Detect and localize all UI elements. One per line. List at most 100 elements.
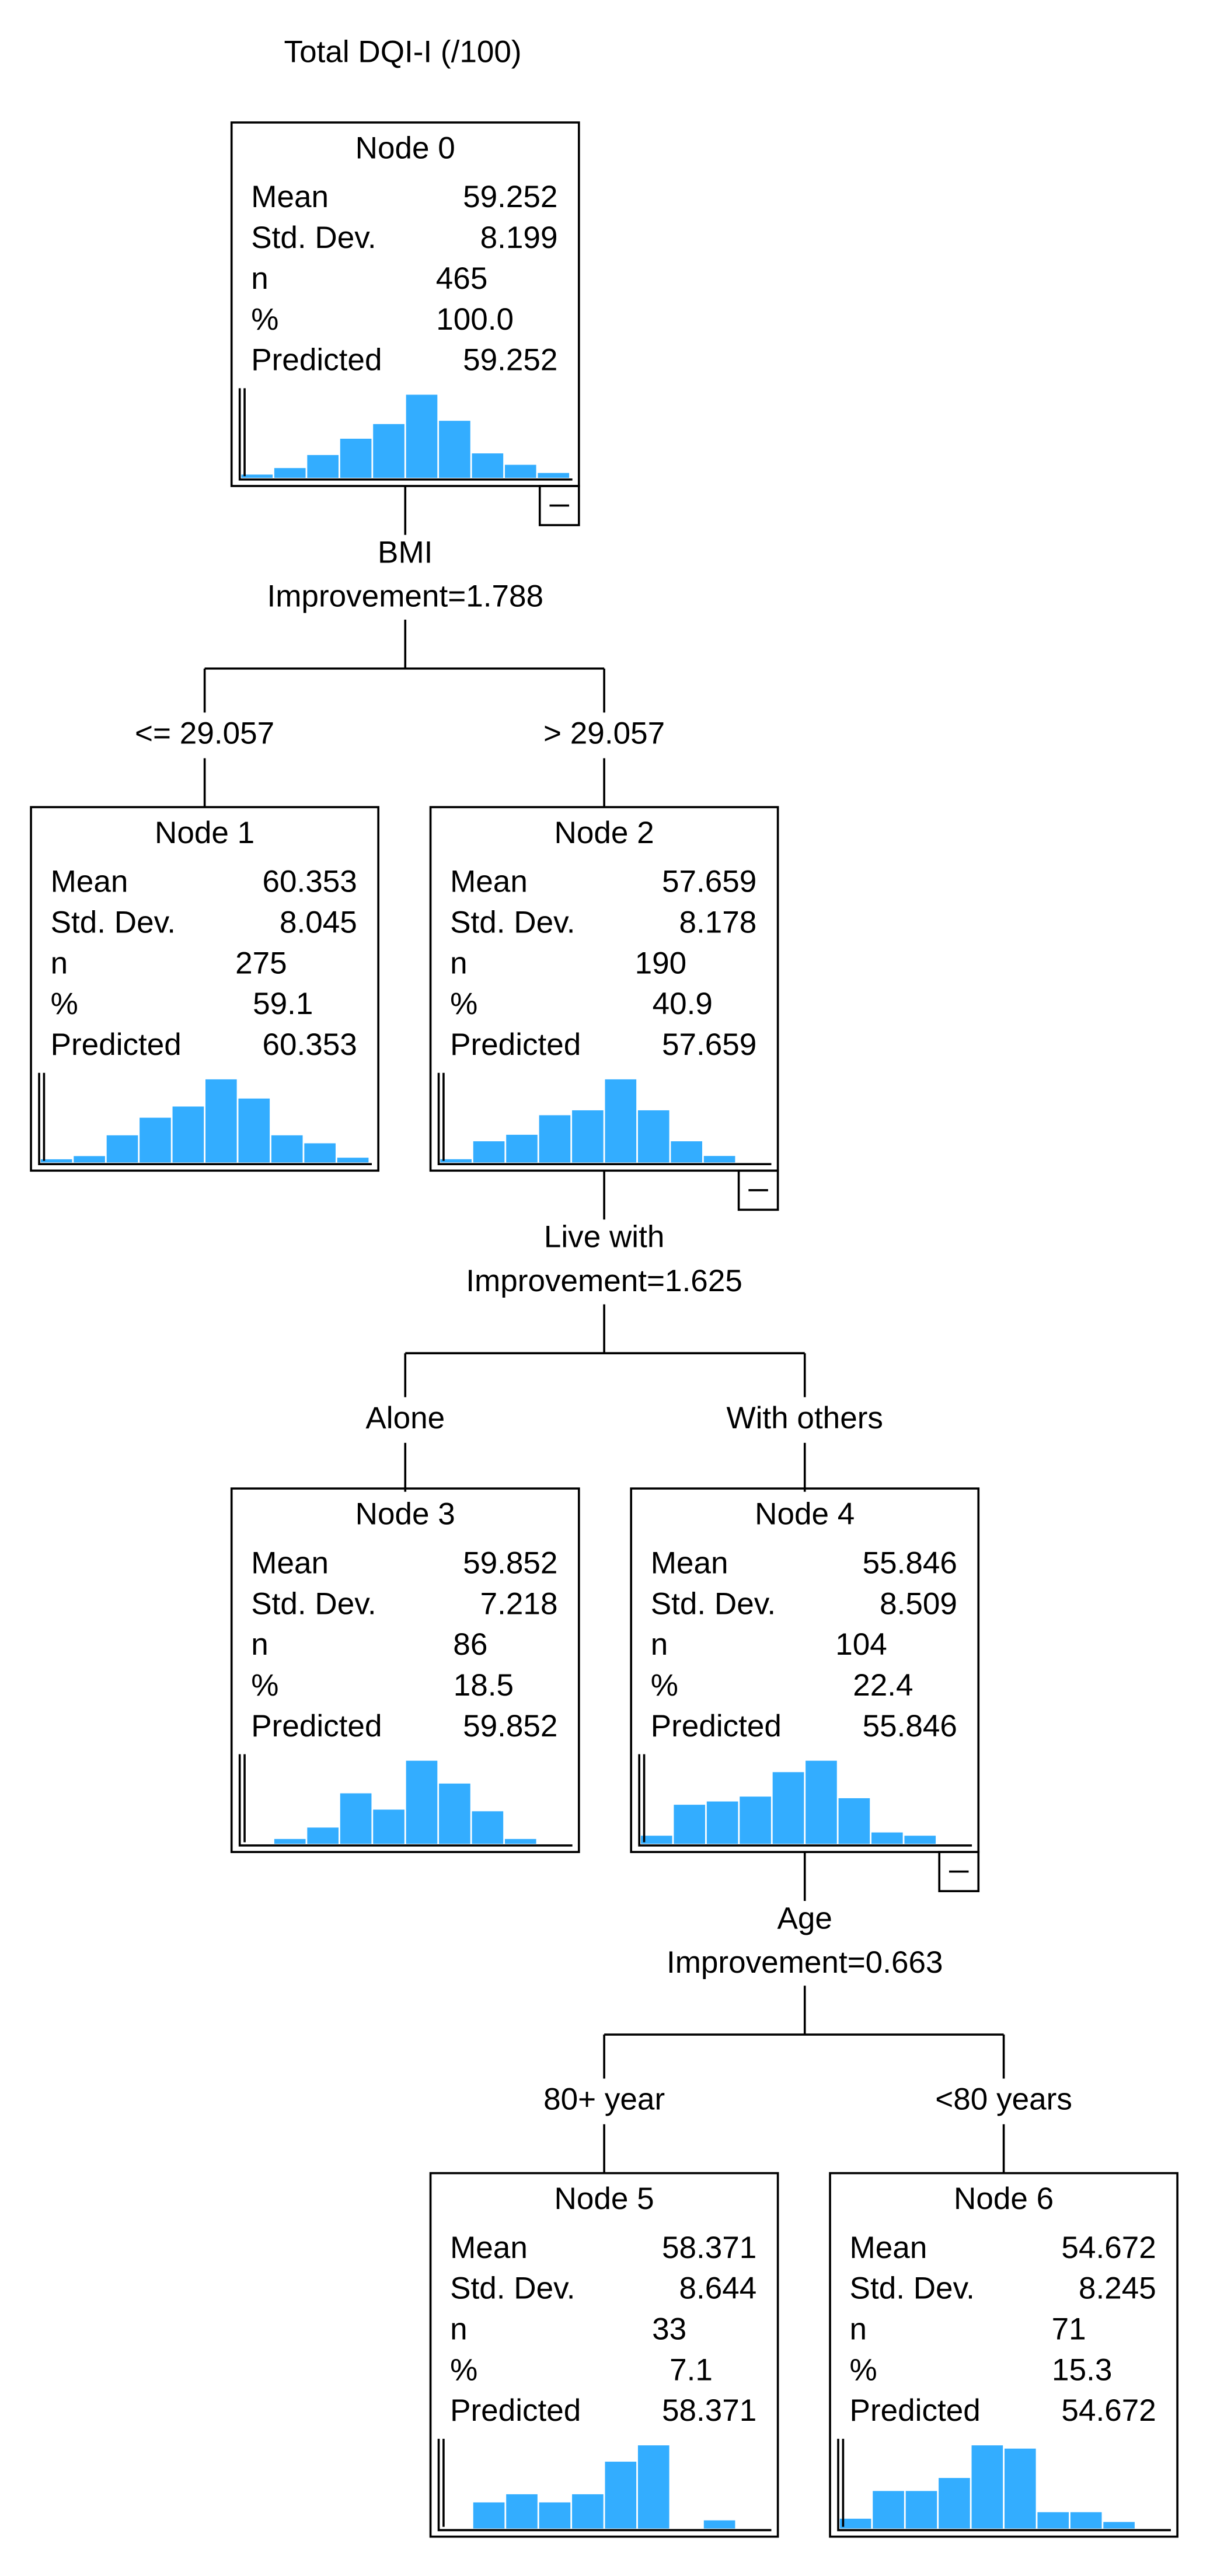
stat-label: Predicted <box>651 1709 782 1743</box>
stat-value: 15.3 <box>1052 2353 1112 2387</box>
stat-value: 8.245 <box>1079 2271 1156 2306</box>
histogram-axis <box>38 1072 372 1165</box>
branch-label: <= 29.057 <box>135 716 274 750</box>
stat-value: 55.846 <box>863 1709 957 1743</box>
histogram-bar <box>572 1110 604 1163</box>
histogram-bar <box>473 2502 505 2529</box>
histogram-bar <box>406 1760 438 1844</box>
stat-label: Predicted <box>450 2393 581 2428</box>
stat-value: 22.4 <box>853 1668 913 1703</box>
stat-label: Std. Dev. <box>251 1586 376 1621</box>
histogram-bar <box>172 1106 204 1163</box>
stat-value: 59.852 <box>463 1709 557 1743</box>
stat-value: 100.0 <box>436 302 514 337</box>
stat-value: 190 <box>635 946 687 980</box>
histogram-bar <box>439 421 470 478</box>
stat-value: 7.1 <box>669 2353 713 2387</box>
stat-label: Mean <box>251 180 329 214</box>
split-variable: BMI <box>378 535 433 569</box>
split-improvement: Improvement=1.788 <box>267 579 543 614</box>
split-improvement: Improvement=0.663 <box>667 1945 943 1980</box>
histogram-axis <box>238 388 573 481</box>
stat-value: 55.846 <box>863 1546 957 1580</box>
stat-label: n <box>651 1627 668 1662</box>
histogram-bar <box>274 468 306 478</box>
stat-value: 71 <box>1052 2312 1086 2347</box>
histogram-bar <box>340 1793 372 1844</box>
stat-label: Predicted <box>51 1027 182 1062</box>
stat-value: 8.509 <box>880 1586 957 1621</box>
stat-value: 40.9 <box>653 987 713 1021</box>
stat-label: n <box>450 2312 468 2347</box>
histogram-axis <box>437 2438 772 2532</box>
histogram-axis <box>238 1754 573 1847</box>
split-variable: Age <box>777 1902 832 1936</box>
histogram-bar <box>772 1772 804 1844</box>
histogram-bar <box>472 453 504 478</box>
histogram-bar <box>839 2518 871 2529</box>
histogram-bar <box>640 1836 672 1844</box>
stat-value: 58.371 <box>662 2393 756 2428</box>
branch-label: With others <box>727 1401 883 1435</box>
stat-value: 60.353 <box>262 865 357 899</box>
stat-value: 59.252 <box>463 180 557 214</box>
histogram-bar <box>871 1832 903 1844</box>
stat-label: Mean <box>450 865 528 899</box>
histogram-bar <box>671 1141 703 1163</box>
histogram-bar <box>1103 2522 1135 2529</box>
histogram-bar <box>473 1141 505 1163</box>
split-variable: Live with <box>544 1220 665 1254</box>
histogram-axis <box>837 2438 1171 2532</box>
histogram-bar <box>1037 2512 1069 2529</box>
stat-label: Std. Dev. <box>251 221 376 255</box>
stat-label: n <box>251 1627 268 1662</box>
diagram-title: Total DQI-I (/100) <box>284 35 522 69</box>
histogram-bar <box>539 1115 571 1163</box>
histogram-bar <box>572 2494 604 2529</box>
histogram-bar <box>805 1760 837 1844</box>
node-label: Node 1 <box>155 816 254 850</box>
stat-label: Std. Dev. <box>651 1586 776 1621</box>
histogram-bar <box>340 438 372 478</box>
histogram-bar <box>307 1827 339 1844</box>
histogram-bar <box>637 1110 669 1163</box>
stat-value: 54.672 <box>1061 2231 1156 2265</box>
histogram-bar <box>904 1836 936 1844</box>
branch-label: 80+ year <box>543 2082 665 2117</box>
stat-label: Predicted <box>450 1027 581 1062</box>
histogram-bar <box>304 1143 336 1163</box>
histogram-bar <box>40 1159 72 1163</box>
stat-label: Std. Dev. <box>450 905 575 939</box>
histogram-bar <box>873 2491 904 2529</box>
stat-value: 465 <box>436 261 488 296</box>
histogram-bar <box>539 2502 571 2529</box>
node-label: Node 0 <box>355 131 455 165</box>
collapse-box <box>737 1169 779 1211</box>
collapse-box <box>538 485 580 526</box>
histogram-bar <box>307 455 339 478</box>
histogram-bar <box>406 394 438 478</box>
histogram-bar <box>373 1809 405 1844</box>
histogram-bar <box>703 2520 735 2529</box>
stat-label: % <box>51 987 78 1021</box>
histogram-bar <box>241 474 273 478</box>
node-label: Node 2 <box>555 816 654 850</box>
histogram-bar <box>337 1158 369 1163</box>
stat-label: % <box>251 302 278 337</box>
stat-label: % <box>450 2353 477 2387</box>
stat-label: % <box>450 987 477 1021</box>
stat-label: % <box>251 1668 278 1703</box>
branch-label: Alone <box>365 1401 445 1435</box>
histogram-bar <box>703 1156 735 1163</box>
stat-label: n <box>850 2312 867 2347</box>
histogram-bar <box>605 2462 637 2529</box>
stat-value: 18.5 <box>454 1668 514 1703</box>
stat-value: 8.199 <box>480 221 558 255</box>
histogram-bar <box>706 1801 738 1844</box>
histogram-bar <box>838 1798 870 1844</box>
node-label: Node 6 <box>954 2182 1054 2216</box>
stat-label: Std. Dev. <box>51 905 176 939</box>
stat-value: 54.672 <box>1061 2393 1156 2428</box>
histogram-bar <box>905 2491 937 2529</box>
